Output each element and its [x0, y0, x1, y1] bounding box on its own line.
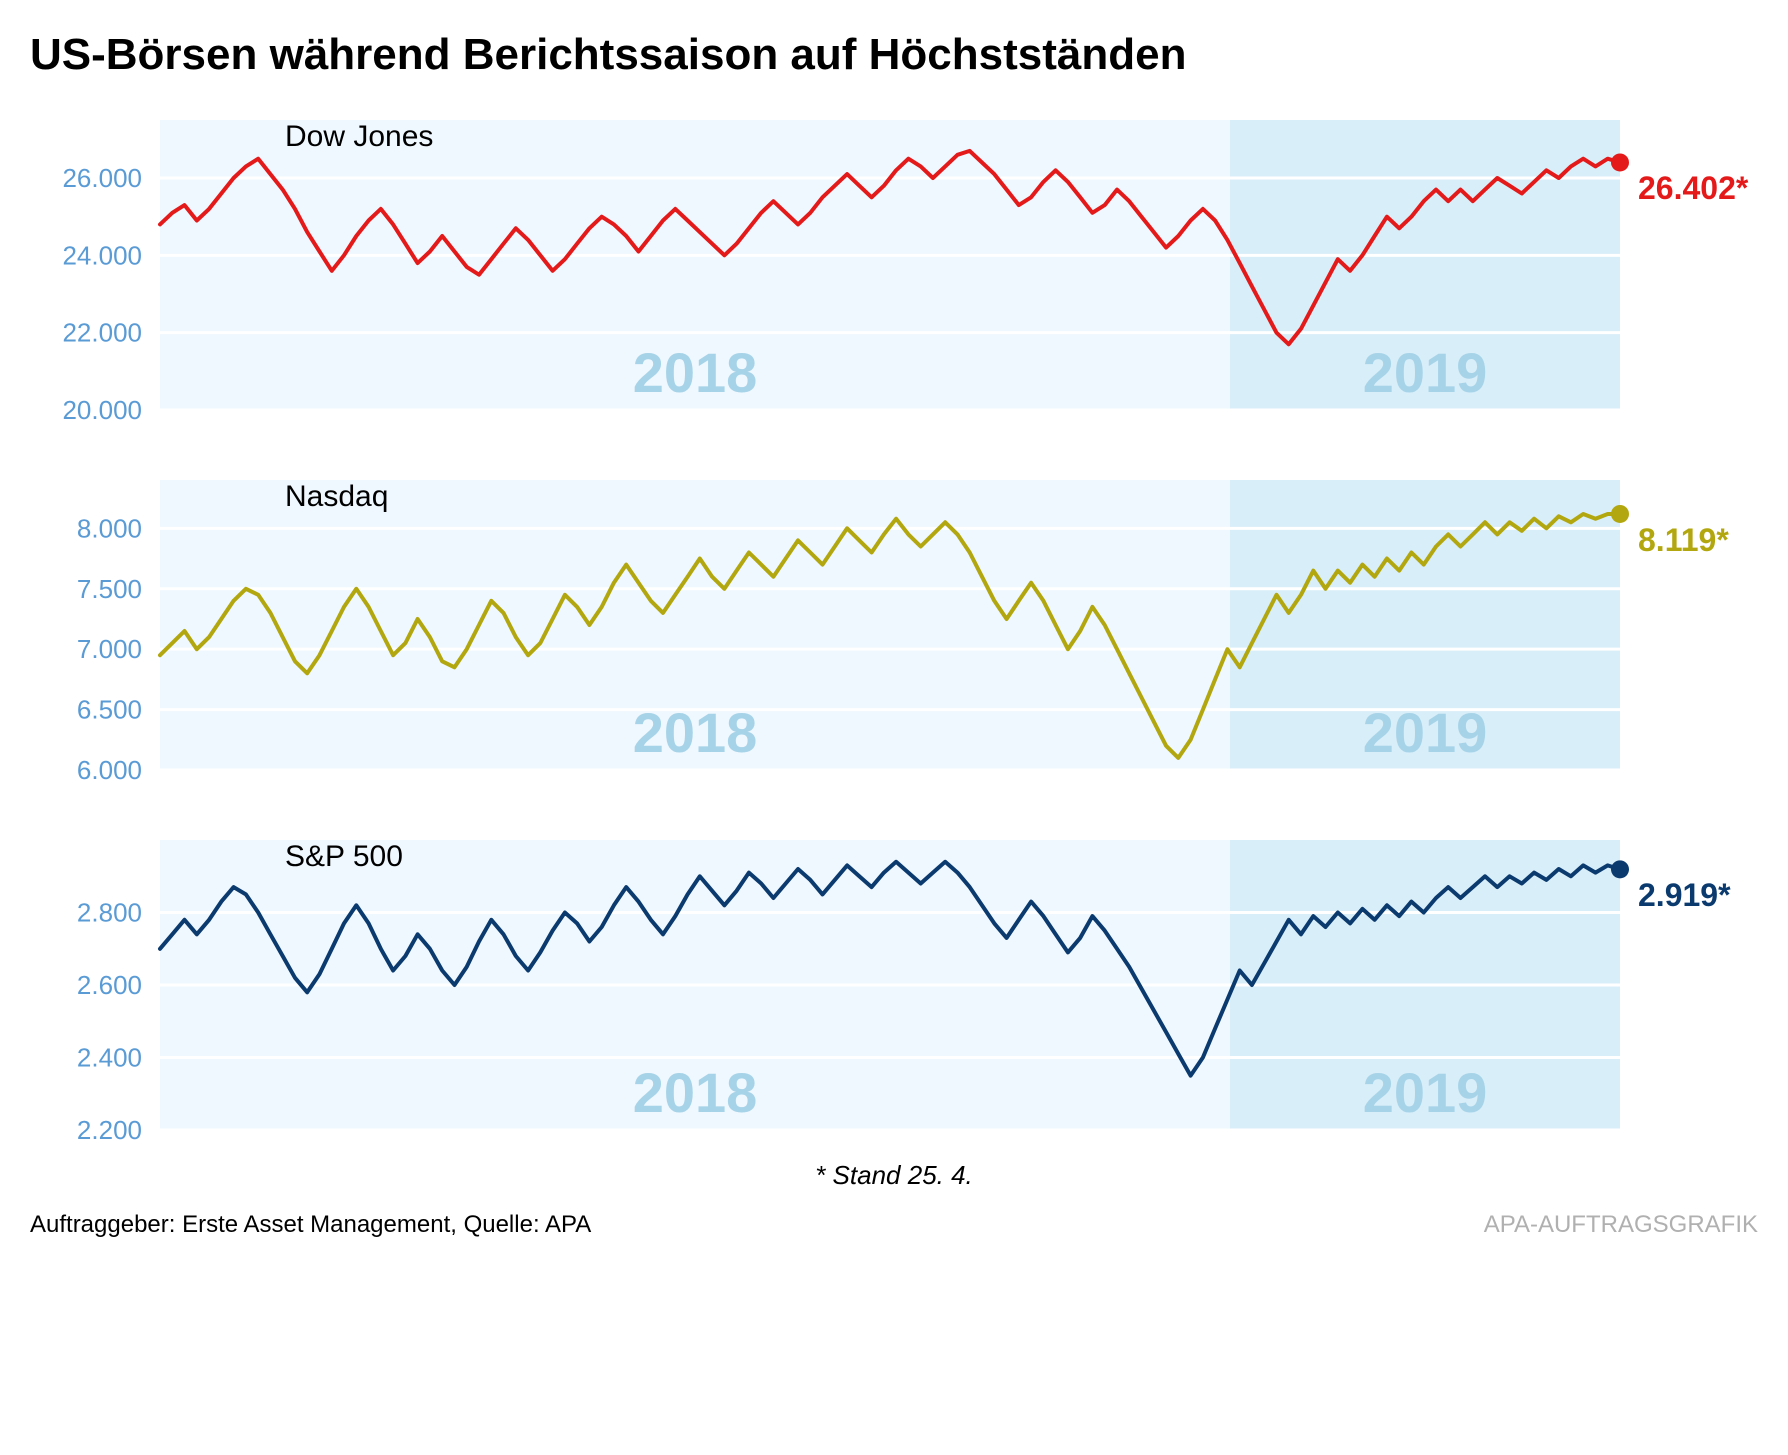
page: US-Börsen während Berichtssaison auf Höc…	[0, 0, 1788, 1259]
ytick-label: 22.000	[62, 318, 142, 348]
ytick-label: 7.500	[77, 574, 142, 604]
ytick-label: 24.000	[62, 240, 142, 270]
year-label-2018: 2018	[633, 341, 758, 404]
year-label-2018: 2018	[633, 701, 758, 764]
end-dot-dow	[1611, 153, 1629, 171]
ytick-label: 7.000	[77, 634, 142, 664]
chart-svg-dow: 20.000 22.000 24.000 26.000 2018 2019	[30, 110, 1758, 420]
charts-container: 20.000 22.000 24.000 26.000 2018 2019 Dow Jone…	[30, 110, 1758, 1140]
ytick-label: 20.000	[62, 395, 142, 420]
year-label-2018: 2018	[633, 1061, 758, 1124]
ytick-label: 2.200	[77, 1115, 142, 1140]
ytick-label: 8.000	[77, 513, 142, 543]
year-label-2019: 2019	[1363, 341, 1488, 404]
year-label-2019: 2019	[1363, 701, 1488, 764]
end-value-label-dow: 26.402*	[1638, 170, 1748, 207]
ytick-label: 26.000	[62, 163, 142, 193]
credit-right: APA-AUFTRAGSGRAFIK	[1484, 1211, 1758, 1239]
chart-svg-sp500: 2.200 2.400 2.600 2.800 2018 2019	[30, 830, 1758, 1140]
end-value-label-sp500: 2.919*	[1638, 877, 1731, 914]
credit-left: Auftraggeber: Erste Asset Management, Qu…	[30, 1211, 591, 1239]
ytick-label: 6.000	[77, 755, 142, 780]
end-dot-nasdaq	[1611, 505, 1629, 523]
series-label-sp500: S&P 500	[285, 840, 403, 874]
footnote: * Stand 25. 4.	[30, 1160, 1758, 1191]
year-label-2019: 2019	[1363, 1061, 1488, 1124]
footer: Auftraggeber: Erste Asset Management, Qu…	[30, 1211, 1758, 1239]
chart-nasdaq: 6.000 6.500 7.000 7.500 8.000 2018 2019 Nasdaq 8…	[30, 470, 1758, 780]
series-label-nasdaq: Nasdaq	[285, 480, 388, 514]
ytick-label: 2.400	[77, 1043, 142, 1073]
page-title: US-Börsen während Berichtssaison auf Höc…	[30, 30, 1758, 80]
ytick-label: 2.800	[77, 898, 142, 928]
chart-svg-nasdaq: 6.000 6.500 7.000 7.500 8.000 2018 2019	[30, 470, 1758, 780]
end-dot-sp500	[1611, 860, 1629, 878]
end-value-label-nasdaq: 8.119*	[1638, 522, 1729, 559]
chart-sp500: 2.200 2.400 2.600 2.800 2018 2019 S&P 500 2.919…	[30, 830, 1758, 1140]
series-label-dow: Dow Jones	[285, 120, 433, 154]
ytick-label: 2.600	[77, 970, 142, 1000]
chart-dow: 20.000 22.000 24.000 26.000 2018 2019 Dow Jone…	[30, 110, 1758, 420]
ytick-label: 6.500	[77, 695, 142, 725]
